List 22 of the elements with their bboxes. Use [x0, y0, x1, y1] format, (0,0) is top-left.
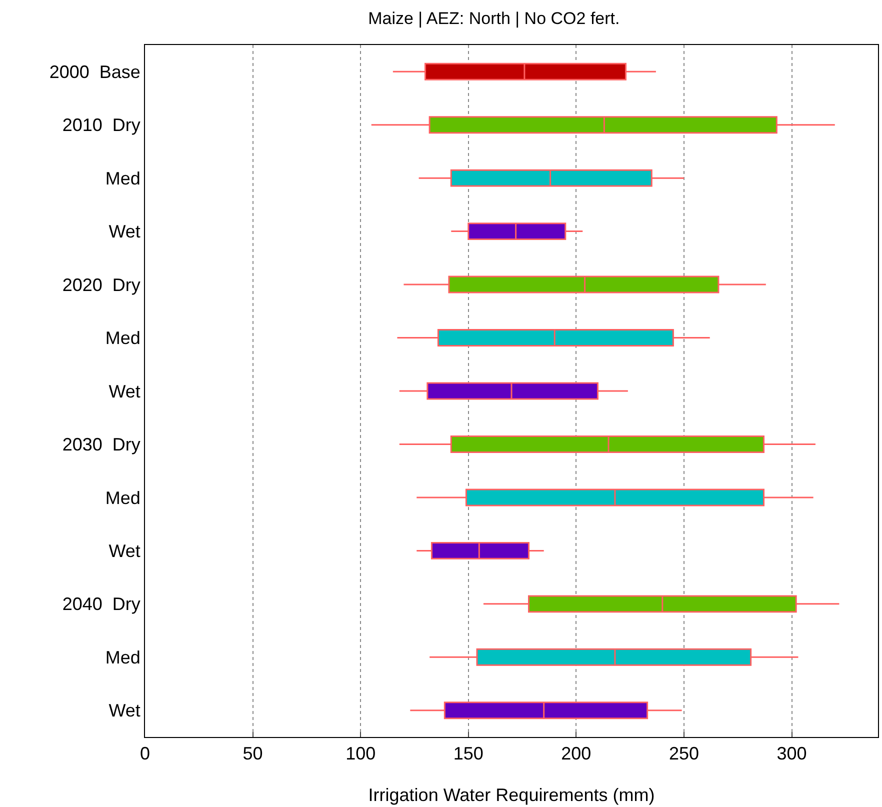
- x-tick-label: 0: [140, 744, 150, 764]
- y-tick-label: Med: [105, 328, 140, 348]
- x-tick-label: 250: [668, 744, 699, 764]
- x-tick-label: 50: [242, 744, 263, 764]
- y-tick-label: Wet: [108, 222, 140, 242]
- x-axis-title: Irrigation Water Requirements (mm): [368, 785, 655, 805]
- y-tick-label: 2020 Dry: [62, 274, 140, 295]
- x-tick-label: 300: [776, 744, 807, 764]
- y-tick-label: 2040 Dry: [62, 594, 140, 614]
- chart-title: Maize | AEZ: North | No CO2 fert.: [368, 9, 620, 28]
- y-tick-label: Wet: [108, 540, 140, 561]
- y-tick-label: 2030 Dry: [62, 434, 140, 455]
- y-tick-label: 2010 Dry: [62, 115, 140, 136]
- y-tick-label: 2000 Base: [49, 62, 140, 82]
- y-tick-label: Wet: [108, 381, 140, 402]
- y-tick-label: Med: [105, 647, 140, 668]
- y-tick-label: Wet: [108, 700, 140, 721]
- x-tick-label: 150: [453, 744, 484, 764]
- x-tick-label: 100: [346, 744, 376, 764]
- y-tick-label: Med: [105, 168, 140, 188]
- y-tick-label: Med: [105, 488, 140, 508]
- x-tick-label: 200: [561, 744, 592, 764]
